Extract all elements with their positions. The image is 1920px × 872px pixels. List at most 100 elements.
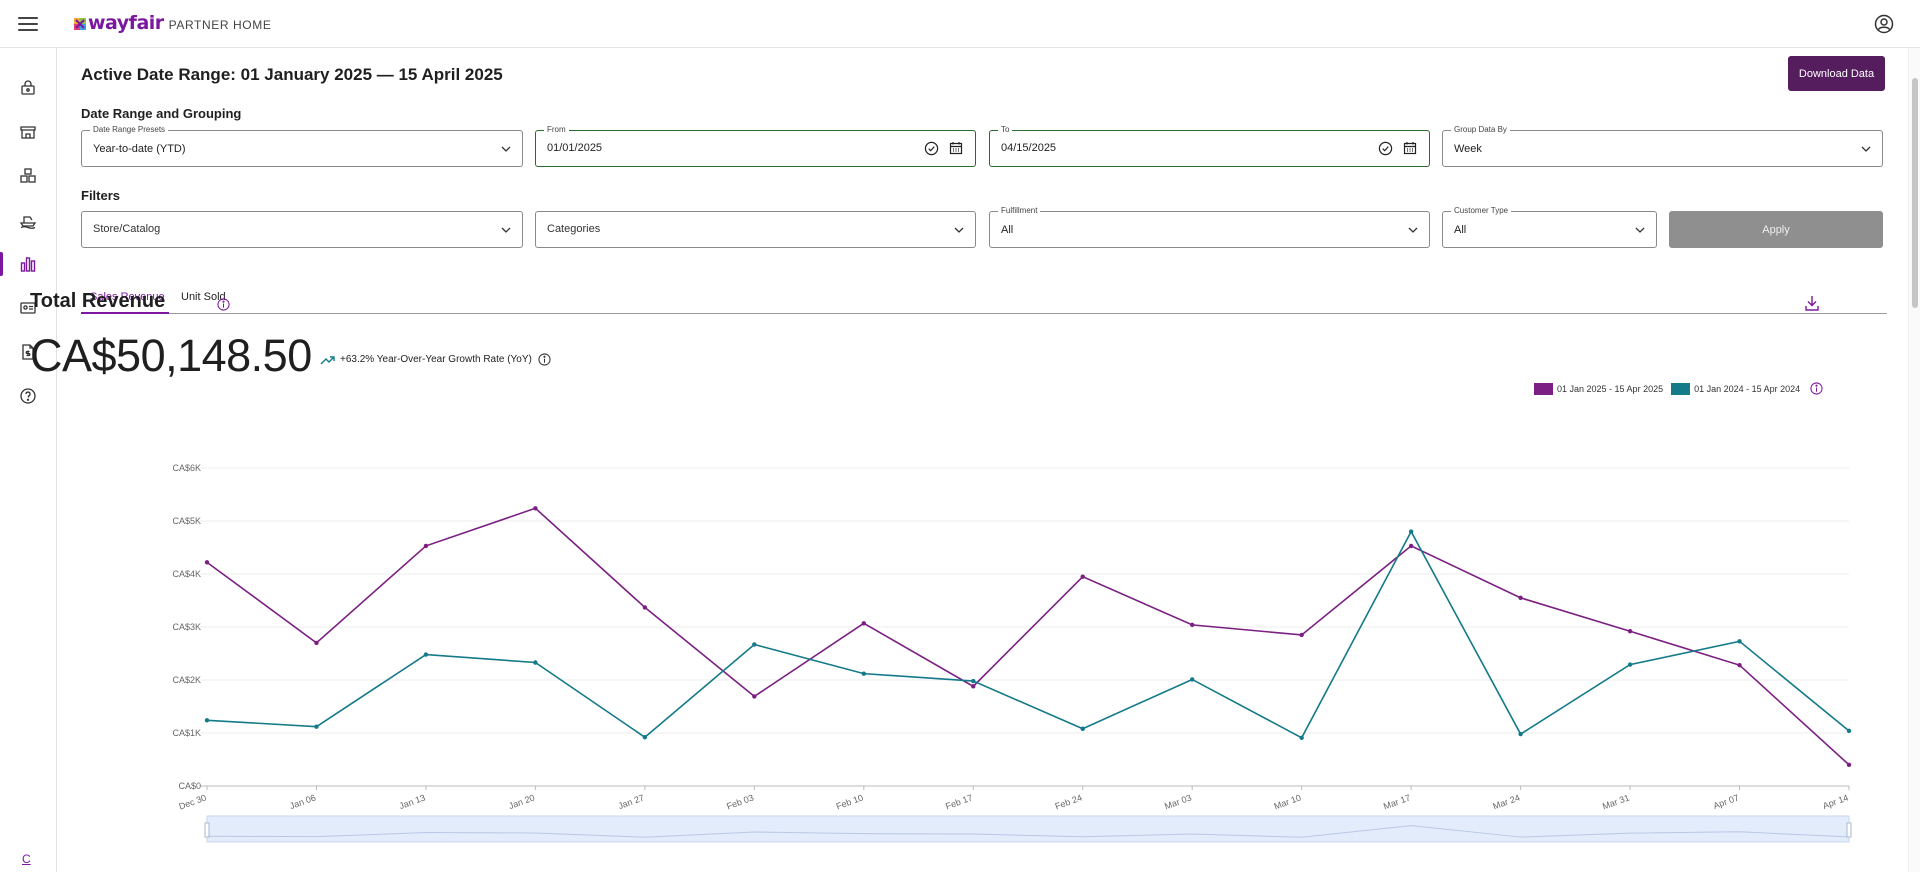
account-icon[interactable] bbox=[1874, 14, 1894, 34]
data-point bbox=[1080, 726, 1085, 731]
store-catalog-placeholder: Store/Catalog bbox=[93, 223, 161, 235]
logo-subtitle: PARTNER HOME bbox=[168, 18, 272, 32]
calendar-icon[interactable] bbox=[949, 141, 963, 155]
info-icon[interactable] bbox=[1810, 382, 1823, 395]
zoom-slider-track bbox=[206, 815, 1850, 843]
chevron-down-icon bbox=[501, 227, 511, 233]
data-point bbox=[314, 724, 319, 729]
check-circle-icon bbox=[1378, 141, 1393, 156]
check-circle-icon bbox=[924, 141, 939, 156]
y-tick-label: CA$1K bbox=[172, 728, 201, 738]
group-data-by-label: Group Data By bbox=[1451, 125, 1510, 135]
rail-item-ship[interactable] bbox=[0, 202, 56, 238]
group-data-by-value: Week bbox=[1454, 143, 1482, 155]
date-range-presets-select[interactable]: Date Range Presets Year-to-date (YTD) bbox=[81, 125, 523, 167]
to-date-field[interactable]: To 04/15/2025 bbox=[989, 125, 1430, 167]
side-rail: C bbox=[0, 48, 57, 872]
data-point bbox=[1408, 543, 1414, 549]
tab-unit-sold[interactable]: Unit Sold bbox=[181, 291, 226, 303]
chevron-down-icon bbox=[1861, 146, 1871, 152]
y-tick-label: CA$3K bbox=[172, 622, 201, 632]
download-icon[interactable] bbox=[1804, 294, 1820, 312]
data-point bbox=[423, 543, 429, 549]
chevron-down-icon bbox=[501, 146, 511, 152]
data-point bbox=[861, 671, 866, 676]
scrollbar-thumb[interactable] bbox=[1912, 78, 1918, 308]
rail-item-lock-bag[interactable] bbox=[0, 70, 56, 106]
page-scrollbar[interactable] bbox=[1908, 48, 1920, 872]
logo-mark-icon bbox=[74, 18, 86, 30]
download-data-button[interactable]: Download Data bbox=[1788, 56, 1885, 91]
from-date-field[interactable]: From 01/01/2025 bbox=[535, 125, 976, 167]
zoom-slider-preview bbox=[206, 825, 1850, 838]
filters-heading: Filters bbox=[81, 188, 121, 203]
x-tick-label: Mar 24 bbox=[1492, 792, 1522, 811]
data-point bbox=[861, 621, 866, 626]
data-point bbox=[642, 605, 648, 610]
apply-button[interactable]: Apply bbox=[1669, 211, 1883, 248]
copyright-link[interactable]: C bbox=[22, 852, 31, 866]
chevron-down-icon bbox=[954, 227, 964, 233]
bar-chart-icon bbox=[20, 257, 36, 272]
document-dollar-icon bbox=[22, 344, 34, 360]
rail-item-help[interactable] bbox=[0, 378, 56, 414]
total-revenue-title: Total Revenue bbox=[30, 290, 166, 312]
data-point bbox=[1627, 662, 1633, 667]
info-icon[interactable] bbox=[538, 353, 551, 366]
tab-sales-revenue[interactable]: Sales Revenue bbox=[90, 291, 165, 303]
legend-item-previous[interactable]: 01 Jan 2024 - 15 Apr 2024 bbox=[1671, 382, 1800, 395]
group-data-by-select[interactable]: Group Data By Week bbox=[1442, 125, 1883, 167]
ship-icon bbox=[19, 216, 37, 229]
store-catalog-select[interactable]: Store/Catalog bbox=[81, 211, 523, 248]
data-point bbox=[1190, 622, 1195, 628]
x-tick-label: Feb 10 bbox=[835, 792, 865, 811]
main-content: Active Date Range: 01 January 2025 — 15 … bbox=[57, 48, 1908, 872]
chart-legend: 01 Jan 2025 - 15 Apr 2025 01 Jan 2024 - … bbox=[1534, 382, 1823, 395]
customer-type-select[interactable]: Customer Type All bbox=[1442, 206, 1657, 248]
total-revenue-value: CA$50,148.50 bbox=[30, 330, 312, 381]
rail-item-boxes[interactable] bbox=[0, 158, 56, 194]
to-date-value: 04/15/2025 bbox=[1001, 142, 1057, 154]
categories-select[interactable]: Categories bbox=[535, 211, 976, 248]
from-date-label: From bbox=[544, 125, 569, 135]
data-point bbox=[204, 560, 210, 565]
y-tick-label: CA$6K bbox=[172, 463, 201, 473]
data-point bbox=[423, 652, 429, 657]
logo[interactable]: wayfair PARTNER HOME bbox=[74, 12, 271, 34]
data-point bbox=[1518, 731, 1523, 737]
calendar-icon[interactable] bbox=[1403, 141, 1417, 155]
y-tick-label: CA$5K bbox=[172, 516, 201, 526]
menu-icon[interactable] bbox=[18, 14, 38, 34]
fulfillment-select[interactable]: Fulfillment All bbox=[989, 206, 1430, 248]
y-tick-label: CA$4K bbox=[172, 569, 201, 579]
legend-item-current[interactable]: 01 Jan 2025 - 15 Apr 2025 bbox=[1534, 382, 1663, 395]
rail-item-storefront[interactable] bbox=[0, 114, 56, 150]
zoom-slider-handle-left[interactable] bbox=[204, 822, 210, 838]
x-tick-label: Feb 17 bbox=[944, 792, 974, 811]
top-bar: wayfair PARTNER HOME bbox=[0, 0, 1920, 48]
data-point bbox=[642, 735, 648, 740]
from-date-value: 01/01/2025 bbox=[547, 142, 603, 154]
data-point bbox=[1846, 728, 1852, 734]
rail-item-id-card[interactable] bbox=[0, 290, 56, 326]
x-tick-label: Feb 03 bbox=[725, 792, 755, 811]
data-point bbox=[1299, 735, 1304, 740]
rail-item-document[interactable] bbox=[0, 334, 56, 370]
yoy-growth: +63.2% Year-Over-Year Growth Rate (YoY) bbox=[320, 353, 551, 366]
data-point bbox=[1408, 529, 1414, 534]
x-tick-label: Jan 20 bbox=[507, 792, 536, 811]
legend-swatch bbox=[1534, 382, 1553, 395]
storefront-icon bbox=[20, 126, 36, 139]
data-point bbox=[971, 678, 976, 684]
trending-up-icon bbox=[320, 355, 335, 364]
data-point bbox=[971, 684, 976, 689]
lock-bag-icon bbox=[21, 80, 35, 95]
data-point bbox=[752, 694, 757, 699]
zoom-slider-handle-right[interactable] bbox=[1846, 822, 1852, 838]
x-tick-label: Dec 30 bbox=[177, 792, 207, 811]
id-card-icon bbox=[20, 302, 36, 314]
rail-item-analytics[interactable] bbox=[0, 246, 56, 282]
data-point bbox=[1080, 574, 1085, 579]
info-icon[interactable] bbox=[217, 298, 230, 311]
